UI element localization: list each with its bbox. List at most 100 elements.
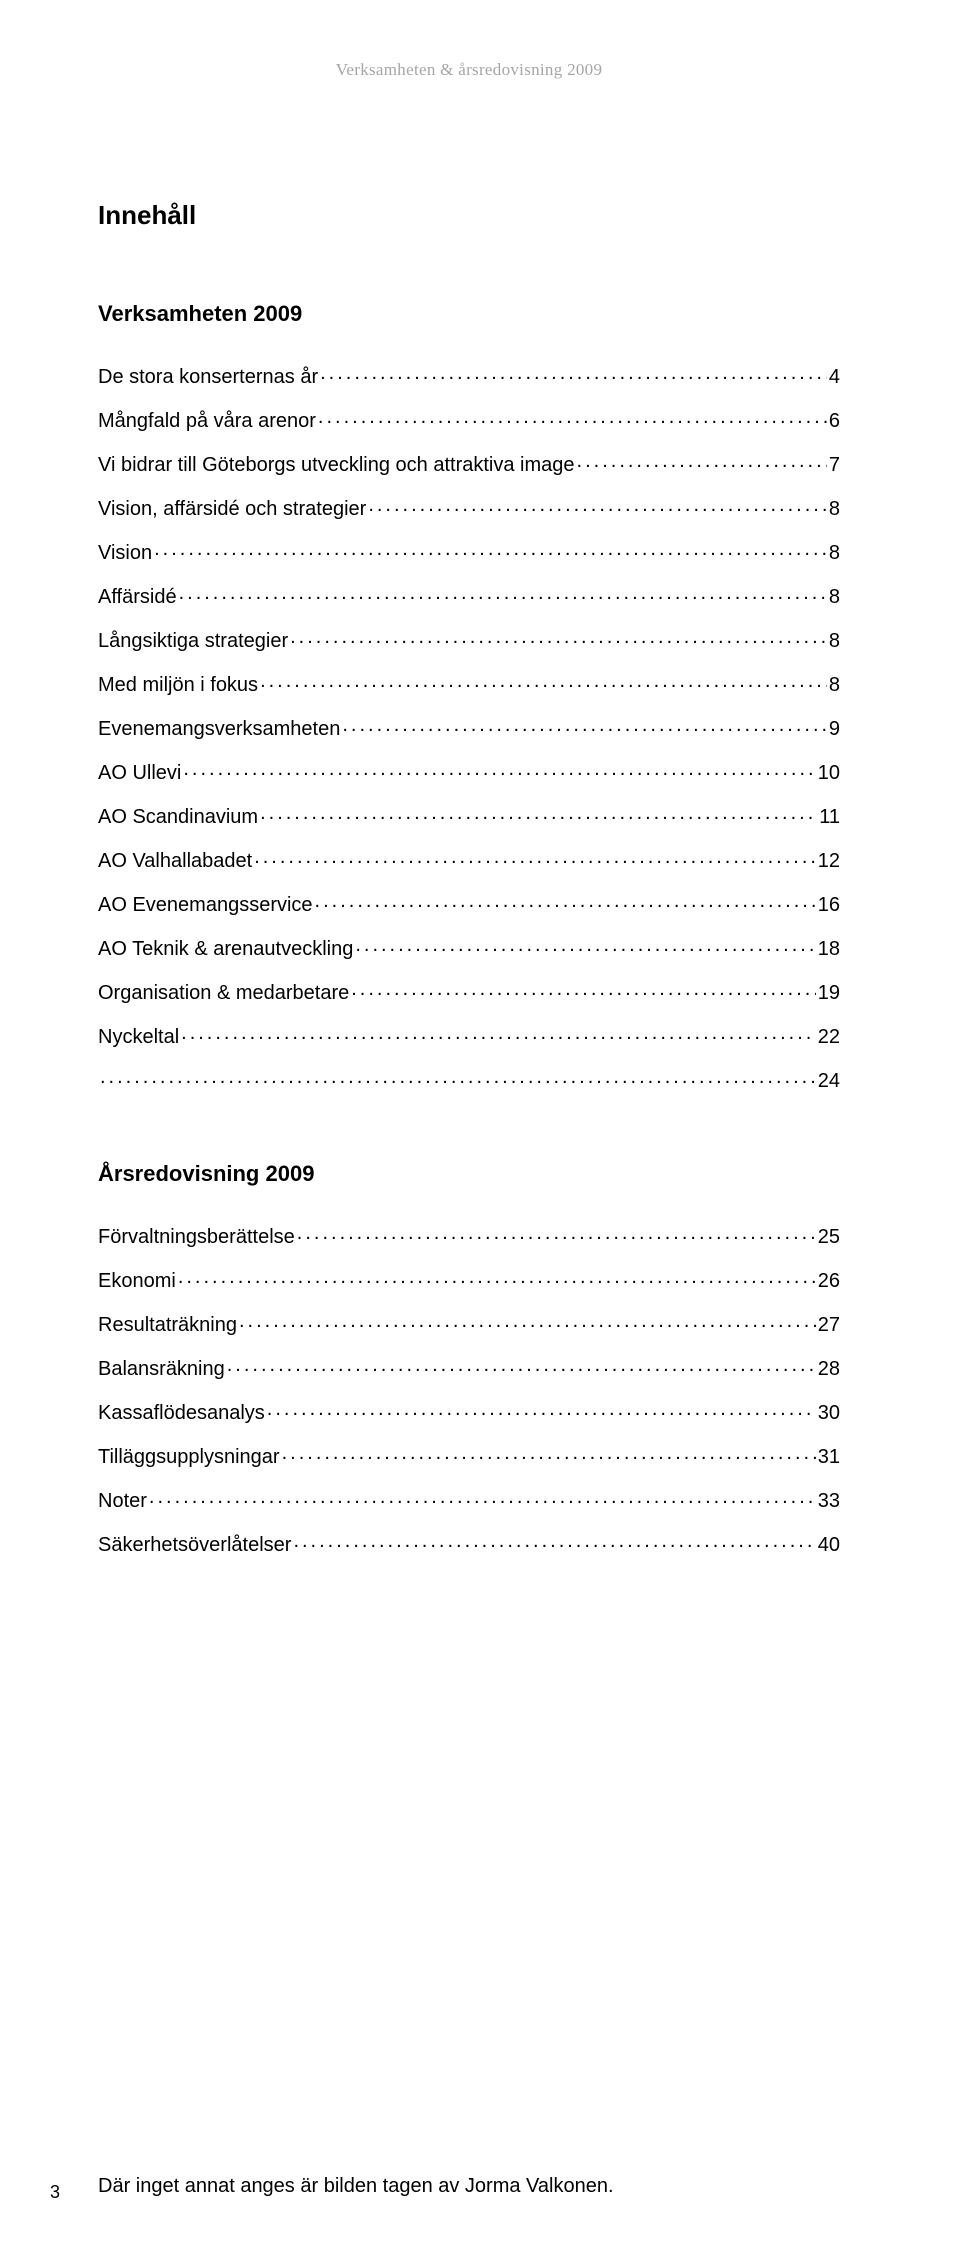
toc-entry-page: 7: [829, 455, 840, 475]
toc-entry: AO Valhallabadet12: [98, 847, 840, 871]
toc-entry: AO Ullevi 10: [98, 759, 840, 783]
toc-entry: Balansräkning28: [98, 1355, 840, 1379]
toc-entry-label: AO Ullevi: [98, 763, 181, 783]
toc-entry-label: Vision, affärsidé och strategier: [98, 499, 366, 519]
toc-entry-label: Resultaträkning: [98, 1315, 237, 1335]
toc-entry-page: 33: [818, 1491, 840, 1511]
toc-entry: Vi bidrar till Göteborgs utveckling och …: [98, 451, 840, 475]
toc-entry-label: AO Teknik & arenautveckling: [98, 939, 353, 959]
toc-entry-page: 8: [829, 499, 840, 519]
toc-entry-page: 31: [818, 1447, 840, 1467]
toc-entry-label: Med miljön i fokus: [98, 675, 258, 695]
toc-entry-page: 12: [818, 851, 840, 871]
toc-leader-dots: [254, 847, 816, 867]
page-number: 3: [50, 2182, 60, 2203]
toc-leader-dots: [290, 627, 827, 647]
toc-entry-page: 27: [818, 1315, 840, 1335]
toc-entry-label: Noter: [98, 1491, 147, 1511]
toc-entry: Kassaflödesanalys 30: [98, 1399, 840, 1423]
toc-entry: AO Evenemangsservice 16: [98, 891, 840, 915]
toc-entry-page: 9: [829, 719, 840, 739]
toc-leader-dots: [355, 935, 815, 955]
toc-leader-dots: [351, 979, 816, 999]
toc-leader-dots: [149, 1487, 816, 1507]
toc-entry-page: 8: [829, 675, 840, 695]
toc-entry-label: Affärsidé: [98, 587, 177, 607]
toc-entry-page: 8: [829, 587, 840, 607]
toc-leader-dots: [178, 1267, 816, 1287]
toc-entry-page: 30: [818, 1403, 840, 1423]
toc-entry-page: 8: [829, 543, 840, 563]
toc-leader-dots: [342, 715, 827, 735]
toc-entry-page: 24: [818, 1071, 840, 1091]
toc-leader-dots: [179, 583, 827, 603]
toc-entry: Långsiktiga strategier 8: [98, 627, 840, 651]
toc-leader-dots: [282, 1443, 816, 1463]
toc-entry-label: Förvaltningsberättelse: [98, 1227, 295, 1247]
toc-entry-label: Långsiktiga strategier: [98, 631, 288, 651]
toc-entry-label: De stora konserternas år: [98, 367, 318, 387]
toc-entry-page: 16: [818, 895, 840, 915]
toc-entry-page: 26: [818, 1271, 840, 1291]
toc-entry: Vision 8: [98, 539, 840, 563]
toc-leader-dots: [227, 1355, 816, 1375]
document-page: Verksamheten & årsredovisning 2009 Inneh…: [0, 0, 960, 2248]
toc-entry-label: Nyckeltal: [98, 1027, 179, 1047]
image-credit-note: Där inget annat anges är bilden tagen av…: [98, 2175, 840, 2198]
toc-entry: Mångfald på våra arenor 6: [98, 407, 840, 431]
toc-entry: Förvaltningsberättelse 25: [98, 1223, 840, 1247]
toc-entry-page: 19: [818, 983, 840, 1003]
toc-leader-dots: [318, 407, 827, 427]
toc-leader-dots: [260, 671, 827, 691]
toc-entry-page: 6: [829, 411, 840, 431]
toc-entry-page: 40: [818, 1535, 840, 1555]
toc-entry-label: AO Evenemangsservice: [98, 895, 313, 915]
toc-entry-label: Tilläggsupplysningar: [98, 1447, 280, 1467]
toc-entry: Vision, affärsidé och strategier 8: [98, 495, 840, 519]
toc-entry-label: Kassaflödesanalys: [98, 1403, 265, 1423]
toc-entry-page: 11: [819, 807, 840, 827]
toc-entry-page: 4: [829, 367, 840, 387]
toc-leader-dots: [154, 539, 827, 559]
toc-leader-dots: [181, 1023, 816, 1043]
toc-section-title: Årsredovisning 2009: [98, 1161, 840, 1187]
toc-entry-page: 18: [818, 939, 840, 959]
toc-entry-page: 8: [829, 631, 840, 651]
table-of-contents: Verksamheten 2009De stora konserternas å…: [98, 301, 840, 1555]
toc-entry: AO Teknik & arenautveckling 18: [98, 935, 840, 959]
toc-leader-dots: [320, 363, 827, 383]
toc-entry: De stora konserternas år 4: [98, 363, 840, 387]
toc-entry: Resultaträkning 27: [98, 1311, 840, 1335]
toc-entry: Säkerhetsöverlåtelser 40: [98, 1531, 840, 1555]
toc-entry-label: Mångfald på våra arenor: [98, 411, 316, 431]
toc-leader-dots: [260, 803, 817, 823]
toc-entry-page: 22: [818, 1027, 840, 1047]
toc-entry: Ekonomi 26: [98, 1267, 840, 1291]
toc-entry: Evenemangsverksamheten 9: [98, 715, 840, 739]
toc-leader-dots: [183, 759, 815, 779]
toc-entry-label: Vi bidrar till Göteborgs utveckling och …: [98, 455, 575, 475]
toc-entry-page: 28: [818, 1359, 840, 1379]
toc-entry-page: 10: [818, 763, 840, 783]
toc-leader-dots: [315, 891, 816, 911]
toc-entry-label: Evenemangsverksamheten: [98, 719, 340, 739]
toc-leader-dots: [368, 495, 827, 515]
toc-entry-label: Säkerhetsöverlåtelser: [98, 1535, 291, 1555]
toc-leader-dots: [100, 1067, 816, 1087]
toc-entry: Med miljön i fokus 8: [98, 671, 840, 695]
toc-leader-dots: [577, 451, 827, 471]
toc-section: Verksamheten 2009De stora konserternas å…: [98, 301, 840, 1091]
toc-entry: Tilläggsupplysningar 31: [98, 1443, 840, 1467]
toc-entry: Nyckeltal 22: [98, 1023, 840, 1047]
toc-entry: Organisation & medarbetare 19: [98, 979, 840, 1003]
toc-leader-dots: [293, 1531, 815, 1551]
toc-entry-page: 25: [818, 1227, 840, 1247]
running-head: Verksamheten & årsredovisning 2009: [98, 60, 840, 80]
toc-entry-label: Vision: [98, 543, 152, 563]
toc-section: Årsredovisning 2009 Förvaltningsberättels…: [98, 1161, 840, 1555]
toc-entry: AO Scandinavium11: [98, 803, 840, 827]
page-title: Innehåll: [98, 200, 840, 231]
toc-entry-label: Ekonomi: [98, 1271, 176, 1291]
toc-leader-dots: [239, 1311, 816, 1331]
toc-entry-label: Organisation & medarbetare: [98, 983, 349, 1003]
